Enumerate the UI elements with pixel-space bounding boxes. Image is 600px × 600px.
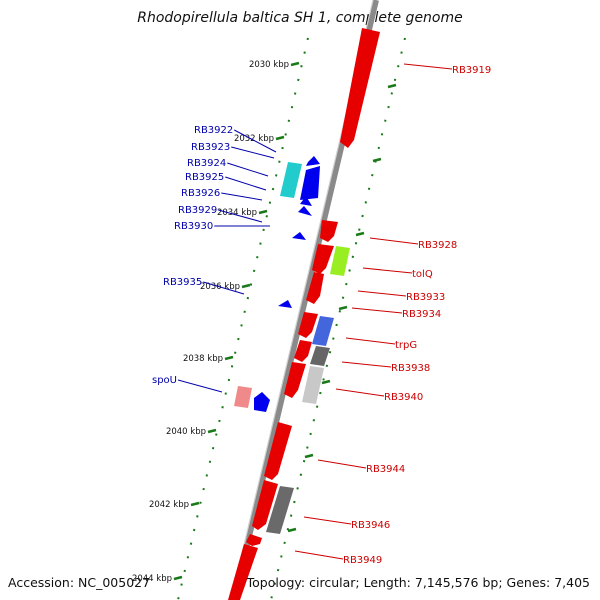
gene-label: trpG [395, 340, 417, 351]
accession-text: Accession: NC_005027 [8, 575, 150, 590]
gene-label: RB3929 [178, 205, 217, 216]
gene-label: RB3922 [194, 125, 233, 136]
gene-arrow-red [284, 362, 306, 398]
tick-mark [173, 575, 183, 581]
outer-tick-mark [372, 157, 382, 163]
inner-track-guide [177, 37, 309, 600]
gene-label: RB3925 [185, 172, 224, 183]
leader-line [231, 146, 275, 159]
leader-line [345, 337, 396, 345]
outer-tick-mark [338, 305, 348, 311]
tick-label: 2038 kbp [183, 354, 223, 364]
gene-blue [306, 156, 320, 166]
gene-blue [300, 166, 320, 200]
gene-blue [298, 206, 312, 216]
gene-blue [300, 196, 312, 206]
leader-line [177, 379, 223, 393]
gene-features [228, 28, 380, 600]
gene-arrow-red [228, 544, 258, 600]
gene-label: RB3923 [191, 142, 230, 153]
leader-line [294, 550, 344, 560]
gene-rb3935 [278, 300, 292, 308]
gene-rb3938 [302, 366, 324, 404]
leader-line [351, 307, 403, 314]
tick-mark [290, 61, 300, 67]
tick-mark [275, 135, 285, 141]
gene-arrow-red [298, 312, 318, 338]
tick-mark [207, 428, 217, 434]
gene-label: spoU [152, 375, 177, 386]
gene-label: RB3926 [181, 188, 220, 199]
gene-labels: RB3919 RB3928 tolQ RB3933 RB3934 trpG RB3938 RB… [152, 63, 491, 566]
leader-line [203, 281, 245, 295]
gene-label: RB3940 [384, 392, 423, 403]
leader-line [335, 388, 385, 397]
tick-mark [258, 209, 268, 215]
genome-summary-text: Topology: circular; Length: 7,145,576 bp… [246, 575, 590, 590]
gene-trpg-gray [310, 346, 330, 366]
leader-line [234, 129, 277, 153]
leader-line [221, 192, 263, 201]
gene-label: RB3933 [406, 292, 445, 303]
gene-label: RB3919 [452, 65, 491, 76]
gene-arrow-rb3949 [246, 534, 262, 546]
tick-label: 2042 kbp [149, 500, 189, 510]
tick-label: 2030 kbp [249, 60, 289, 70]
tick-mark [190, 501, 200, 507]
leader-line [403, 63, 453, 70]
leader-line [227, 162, 269, 177]
gene-spou-pink [234, 386, 252, 408]
gene-arrow-red [306, 272, 324, 304]
gene-rb3930 [292, 232, 306, 240]
map-title: Rhodopirellula baltica SH 1, complete ge… [137, 10, 463, 26]
outer-tick-mark [287, 527, 297, 533]
gene-arrow-rb3944 [264, 422, 292, 480]
gene-arrow-rb3946 [252, 480, 278, 530]
gene-label: RB3946 [351, 520, 390, 531]
gene-label: RB3934 [402, 309, 441, 320]
outer-track-guide [270, 37, 406, 600]
tick-label: 2044 kbp [132, 574, 172, 584]
gene-label: RB3930 [174, 221, 213, 232]
leader-line [341, 361, 392, 368]
gene-trpg [312, 316, 334, 346]
leader-line [357, 290, 407, 297]
leader-line [218, 209, 263, 223]
gene-arrow-red [294, 340, 312, 362]
leader-line [362, 267, 413, 274]
tick-label: 2040 kbp [166, 427, 206, 437]
leader-line [303, 516, 352, 525]
tick-mark [224, 355, 234, 361]
outer-tick-mark [355, 231, 365, 237]
gene-label: RB3924 [187, 158, 226, 169]
gene-label: RB3928 [418, 240, 457, 251]
gene-tolq [330, 246, 350, 276]
outer-tick-mark [304, 453, 314, 459]
tick-label: 2032 kbp [234, 134, 274, 144]
leader-line [369, 237, 419, 245]
leader-line [317, 459, 367, 469]
tick-label: 2034 kbp [217, 208, 257, 218]
gene-spou [254, 392, 270, 412]
gene-label: RB3949 [343, 555, 382, 566]
gene-gray [266, 486, 294, 534]
outer-tick-mark [321, 379, 331, 385]
gene-label: RB3944 [366, 464, 405, 475]
gene-label: RB3935 [163, 277, 202, 288]
gene-cyan [280, 162, 302, 198]
outer-tick-mark [387, 83, 397, 89]
gene-label: RB3938 [391, 363, 430, 374]
gene-arrow-rb3919 [340, 28, 380, 148]
gene-arrow-rb3928 [320, 220, 338, 242]
gene-label: tolQ [412, 269, 433, 280]
tick-mark [241, 283, 251, 289]
gene-arrow-red [312, 244, 334, 274]
leader-line [225, 176, 267, 191]
